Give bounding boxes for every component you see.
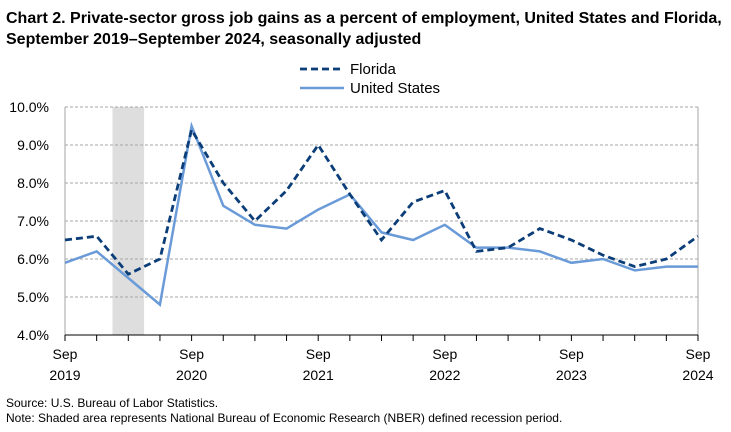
- x-tick-label-year: 2023: [556, 367, 587, 383]
- y-tick-label: 9.0%: [17, 137, 49, 153]
- y-axis: 4.0% 5.0% 6.0% 7.0% 8.0% 9.0% 10.0%: [9, 99, 49, 343]
- legend: Florida United States: [300, 61, 440, 97]
- y-tick-label: 10.0%: [9, 99, 49, 115]
- x-tick-label-month: Sep: [559, 346, 584, 362]
- chart-title: Chart 2. Private-sector gross job gains …: [6, 10, 722, 48]
- chart-footer: Source: U.S. Bureau of Labor Statistics.…: [6, 396, 562, 426]
- legend-label-united-states: United States: [350, 80, 440, 97]
- y-tick-label: 6.0%: [17, 251, 49, 267]
- y-tick-label: 5.0%: [17, 289, 49, 305]
- x-tick-label-year: 2022: [429, 367, 460, 383]
- x-tick-label-year: 2021: [303, 367, 334, 383]
- series-lines: [64, 121, 699, 307]
- x-tick-label-month: Sep: [53, 346, 78, 362]
- x-tick-label-year: 2020: [176, 367, 207, 383]
- x-tick-label-month: Sep: [686, 346, 711, 362]
- x-tick-label-year: 2024: [682, 367, 713, 383]
- recession-note: Note: Shaded area represents National Bu…: [6, 411, 563, 425]
- series-line-united-states: [64, 121, 698, 307]
- legend-label-florida: Florida: [350, 61, 397, 78]
- x-tick-label-month: Sep: [179, 346, 204, 362]
- x-tick-label-month: Sep: [306, 346, 331, 362]
- x-tick-label-month: Sep: [432, 346, 457, 362]
- source-note: Source: U.S. Bureau of Labor Statistics.: [6, 396, 219, 410]
- y-tick-label: 8.0%: [17, 175, 49, 191]
- x-axis: Sep 2019 Sep 2020 Sep 2021 Sep 2022 Sep 2023 Sep 20…: [49, 334, 714, 383]
- x-tick-label-year: 2019: [49, 367, 80, 383]
- y-tick-label: 7.0%: [17, 213, 49, 229]
- y-tick-label: 4.0%: [17, 327, 49, 343]
- series-line-florida: [64, 126, 699, 276]
